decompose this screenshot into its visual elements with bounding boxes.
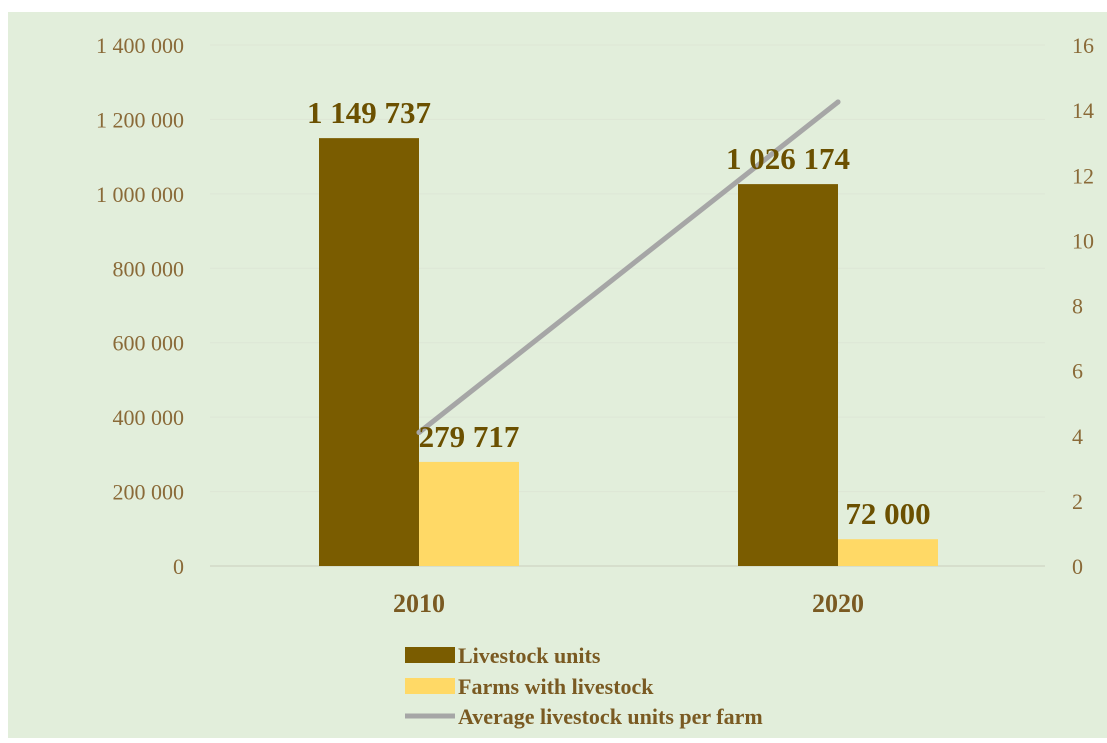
data-labels: 1 149 737 279 717 1 026 174 72 000	[307, 95, 931, 531]
average-line-group	[416, 99, 841, 435]
bar-farms-with-livestock	[838, 539, 938, 566]
data-label: 1 026 174	[726, 141, 850, 176]
legend: Livestock units Farms with livestock Avera…	[405, 643, 763, 729]
data-label: 72 000	[845, 496, 930, 531]
y-left-tick-label: 1 400 000	[96, 33, 184, 58]
line-point	[835, 99, 841, 105]
y-left-tick-label: 0	[173, 554, 184, 579]
legend-swatch	[405, 647, 455, 663]
y-right-tick-label: 14	[1072, 98, 1094, 123]
y-left-tick-label: 200 000	[113, 480, 185, 505]
data-label: 1 149 737	[307, 95, 431, 130]
x-axis: 2010 2020	[393, 589, 864, 618]
right-axis: 0 2 4 6 8 10 12 14 16	[1072, 33, 1094, 579]
legend-swatch	[405, 678, 455, 694]
y-left-tick-label: 1 200 000	[96, 107, 184, 132]
x-tick-label: 2020	[812, 589, 864, 618]
bar-farms-with-livestock	[419, 461, 519, 566]
bar-livestock-units	[319, 138, 419, 566]
legend-label: Farms with livestock	[458, 674, 654, 699]
bar-livestock-units	[738, 184, 838, 566]
y-right-tick-label: 4	[1072, 424, 1083, 449]
y-right-tick-label: 16	[1072, 33, 1094, 58]
bars	[319, 138, 938, 566]
line-point	[416, 429, 422, 435]
left-axis: 0 200 000 400 000 600 000 800 000 1 000 000 1 …	[96, 33, 184, 579]
y-left-tick-label: 800 000	[113, 256, 185, 281]
y-right-tick-label: 10	[1072, 228, 1094, 253]
y-right-tick-label: 8	[1072, 294, 1083, 319]
legend-label: Livestock units	[458, 643, 601, 668]
y-left-tick-label: 600 000	[113, 331, 185, 356]
y-right-tick-label: 0	[1072, 554, 1083, 579]
y-right-tick-label: 12	[1072, 163, 1094, 188]
data-label: 279 717	[419, 419, 520, 454]
y-left-tick-label: 1 000 000	[96, 182, 184, 207]
y-right-tick-label: 6	[1072, 359, 1083, 384]
x-tick-label: 2010	[393, 589, 445, 618]
legend-label: Average livestock units per farm	[458, 704, 763, 729]
chart-svg: 0 200 000 400 000 600 000 800 000 1 000 000 1 …	[96, 33, 1094, 729]
y-right-tick-label: 2	[1072, 489, 1083, 514]
y-left-tick-label: 400 000	[113, 405, 185, 430]
average-line	[416, 99, 841, 435]
chart-area: 0 200 000 400 000 600 000 800 000 1 000 000 1 …	[8, 12, 1107, 738]
